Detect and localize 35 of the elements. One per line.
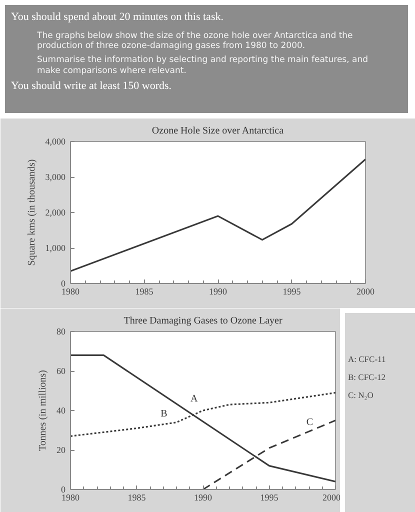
y-tick-label: 80 bbox=[56, 326, 66, 336]
text: The graphs below show the size of the ozone hole over Antarctica and the production of three ozone-damaging gases from 1980 to 2000. bbox=[37, 30, 354, 52]
y-tick-label: 0 bbox=[61, 278, 66, 288]
text: A: CFC-11 bbox=[348, 353, 386, 366]
x-tick-label: 1985 bbox=[128, 492, 146, 502]
x-tick-label: 1980 bbox=[62, 492, 80, 502]
chart-title: Three Damaging Gases to Ozone Layer bbox=[124, 316, 283, 326]
text: B: CFC-12 bbox=[348, 371, 386, 384]
text: You should spend about 20 minutes on this task. bbox=[11, 10, 224, 25]
y-tick-label: 3,000 bbox=[45, 172, 66, 182]
y-tick-label: 4,000 bbox=[45, 136, 66, 146]
series-label: A bbox=[190, 394, 198, 404]
x-tick-label: 1990 bbox=[209, 286, 228, 296]
y-tick-label: 40 bbox=[56, 406, 66, 416]
y-axis-title: Square kms (in thousands) bbox=[26, 159, 38, 266]
line-series bbox=[70, 158, 366, 272]
x-tick-label: 2000 bbox=[356, 286, 375, 296]
y-axis-title: Tonnes (in millions) bbox=[38, 370, 48, 451]
y-tick-label: 1,000 bbox=[45, 243, 66, 253]
y-tick-label: 20 bbox=[56, 445, 66, 455]
text: Summarise the information by selecting and reporting the main features, and make comparisons where relevant. bbox=[37, 54, 370, 76]
series-label: C bbox=[306, 417, 314, 428]
chart-title: Ozone Hole Size over Antarctica bbox=[152, 126, 284, 136]
x-tick-label: 1995 bbox=[260, 492, 279, 502]
x-tick-label: 1995 bbox=[282, 286, 302, 296]
text: You should write at least 150 words. bbox=[11, 79, 173, 94]
x-tick-label: 1980 bbox=[62, 286, 80, 296]
x-tick-label: 1985 bbox=[135, 286, 154, 296]
x-tick-label: 1990 bbox=[194, 492, 212, 502]
y-tick-label: 60 bbox=[56, 366, 66, 376]
x-tick-label: 2000 bbox=[322, 492, 341, 502]
text: C: N₂O bbox=[348, 389, 374, 402]
y-tick-label: 0 bbox=[61, 484, 66, 494]
y-tick-label: 2,000 bbox=[45, 208, 66, 218]
series-label: B bbox=[160, 408, 168, 420]
